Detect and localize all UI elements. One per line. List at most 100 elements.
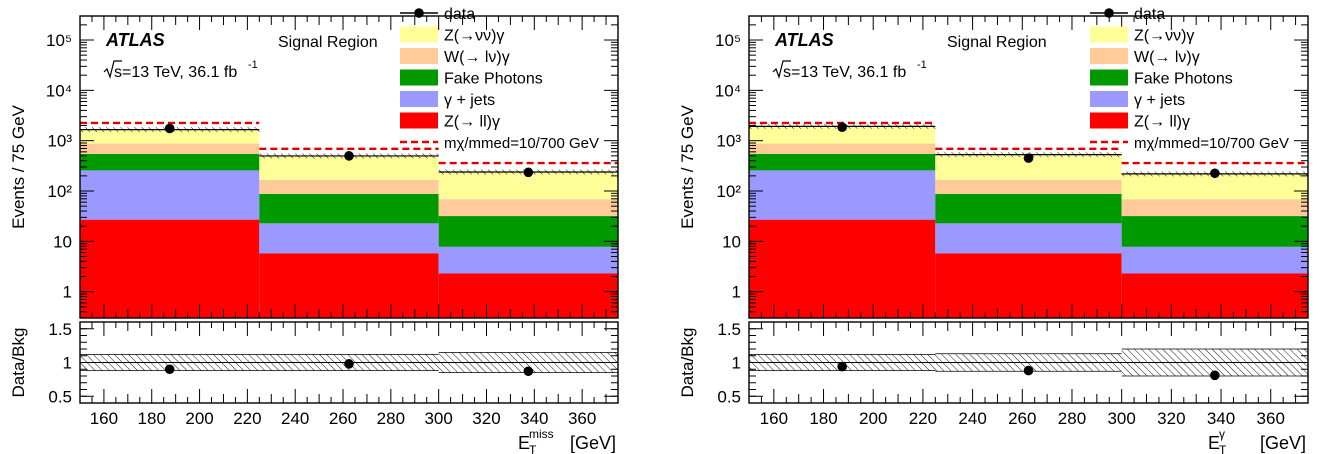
energy-label: s=13 TeV, 36.1 fb -1 (103, 59, 258, 81)
bar-segment (1121, 273, 1308, 318)
legend-data-marker (1104, 8, 1114, 18)
x-title-unit: [GeV] (570, 433, 616, 453)
legend-label: W(→ lν)γ (1134, 49, 1200, 66)
x-tick-label: 240 (958, 409, 986, 428)
ratio-point (1210, 370, 1220, 381)
x-title-main: E (518, 433, 530, 453)
x-title-unit: [GeV] (1260, 433, 1306, 453)
x-tick-label: 340 (1207, 409, 1235, 428)
data-point (1210, 168, 1220, 179)
x-tick-label: 200 (185, 409, 213, 428)
bar-segment (259, 253, 439, 318)
y-tick-label: 1 (63, 283, 72, 302)
legend-swatch (400, 26, 438, 43)
legend-swatch (1090, 48, 1128, 64)
legend-data-marker (414, 8, 424, 18)
ratio-point (344, 359, 354, 369)
bar-segment (80, 129, 260, 144)
y-axis-title: Events / 75 GeV (9, 104, 28, 228)
lumi-sup: -1 (917, 59, 927, 71)
ratio-tick-label: 0.5 (717, 387, 741, 406)
bar-segment (259, 193, 439, 224)
bar-segment (438, 216, 618, 247)
sqrt-symbol (772, 60, 791, 80)
ratio-point (837, 361, 847, 372)
bar-segment (259, 223, 439, 254)
bar-segment (749, 126, 936, 144)
legend-swatch (1090, 112, 1128, 129)
ratio-point (164, 364, 175, 375)
legend-label: W(→ lν)γ (444, 49, 510, 66)
legend-label: Z(→ ll)γ (444, 114, 500, 131)
ratio-axis-title: Data/Bkg (9, 328, 28, 398)
bar-segment (80, 153, 260, 171)
x-tick-label: 260 (1008, 409, 1036, 428)
data-point (837, 122, 847, 133)
lumi-sup: -1 (248, 59, 258, 71)
x-title-main: E (1208, 433, 1220, 453)
energy-text: s=13 TeV, 36.1 fb (114, 64, 237, 81)
bar-segment (935, 179, 1122, 194)
bar-segment (935, 193, 1122, 224)
legend-swatch (400, 69, 438, 86)
bar-segment (438, 246, 618, 274)
y-tick-label: 10³ (716, 132, 741, 151)
ratio-tick-label: 1 (732, 354, 741, 373)
x-tick-label: 300 (1107, 409, 1135, 428)
bar-segment (1121, 199, 1308, 217)
y-tick-label: 10² (716, 182, 741, 201)
x-tick-label: 260 (329, 409, 357, 428)
chart-panel-2: 1 10 10² 10³ 10⁴ 10⁵ 0.5 1 1.5 160 180 200 220 240 260… (678, 6, 1309, 454)
legend: data Z(→νν)γ W(→ lν)γ Fake Photons γ + jets Z… (400, 6, 599, 152)
x-title-sub: T (529, 443, 537, 454)
legend-swatch (1090, 26, 1128, 43)
x-tick-label: 320 (472, 409, 500, 428)
x-tick-label: 240 (281, 409, 309, 428)
atlas-label: ATLAS (774, 30, 834, 50)
bar-segment (749, 170, 936, 220)
x-tick-label: 300 (424, 409, 452, 428)
region-label: Signal Region (278, 34, 378, 51)
bar-segment (80, 143, 260, 154)
bar-segment (935, 253, 1122, 318)
bar-segment (1121, 246, 1308, 274)
ratio-point (523, 366, 534, 377)
legend-label: data (444, 6, 475, 23)
legend-label: mχ/mmed=10/700 GeV (1134, 135, 1289, 152)
bar-segment (1121, 173, 1308, 200)
legend-swatch (1090, 91, 1128, 107)
x-tick-label: 220 (909, 409, 937, 428)
bar-segment (438, 199, 618, 217)
x-tick-label: 160 (90, 409, 118, 428)
x-tick-label: 180 (138, 409, 166, 428)
data-point (523, 167, 534, 178)
bar-segment (80, 219, 260, 318)
bar-segment (749, 153, 936, 171)
x-tick-label: 160 (760, 409, 788, 428)
legend-label: γ + jets (1134, 92, 1185, 109)
energy-text: s=13 TeV, 36.1 fb (783, 64, 906, 81)
y-tick-label: 10⁵ (46, 31, 72, 50)
y-tick-label: 1 (732, 283, 741, 302)
x-tick-label: 200 (859, 409, 887, 428)
atlas-label: ATLAS (105, 30, 165, 50)
bar-segment (935, 223, 1122, 254)
ratio-tick-label: 1.5 (48, 320, 72, 339)
bar-segment (749, 143, 936, 154)
ratio-tick-label: 1.5 (717, 320, 741, 339)
data-point (1023, 153, 1034, 163)
legend-label: Z(→ ll)γ (1134, 114, 1190, 131)
legend-label: Z(→νν)γ (444, 28, 504, 45)
ratio-tick-label: 1 (63, 354, 72, 373)
x-tick-label: 180 (809, 409, 837, 428)
bar-segment (259, 179, 439, 194)
y-tick-label: 10³ (47, 132, 72, 151)
y-tick-label: 10² (47, 182, 72, 201)
x-tick-label: 340 (520, 409, 548, 428)
x-title-sup: γ (1219, 427, 1225, 441)
region-label: Signal Region (947, 34, 1047, 51)
y-tick-label: 10⁴ (46, 81, 72, 100)
legend-label: Fake Photons (444, 71, 543, 88)
legend: data Z(→νν)γ W(→ lν)γ Fake Photons γ + jets Z… (1090, 6, 1289, 152)
chart-panel-1: 1 10 10² 10³ 10⁴ 10⁵ 0.5 1 1.5 160 180 200 220 240 260… (9, 6, 619, 454)
